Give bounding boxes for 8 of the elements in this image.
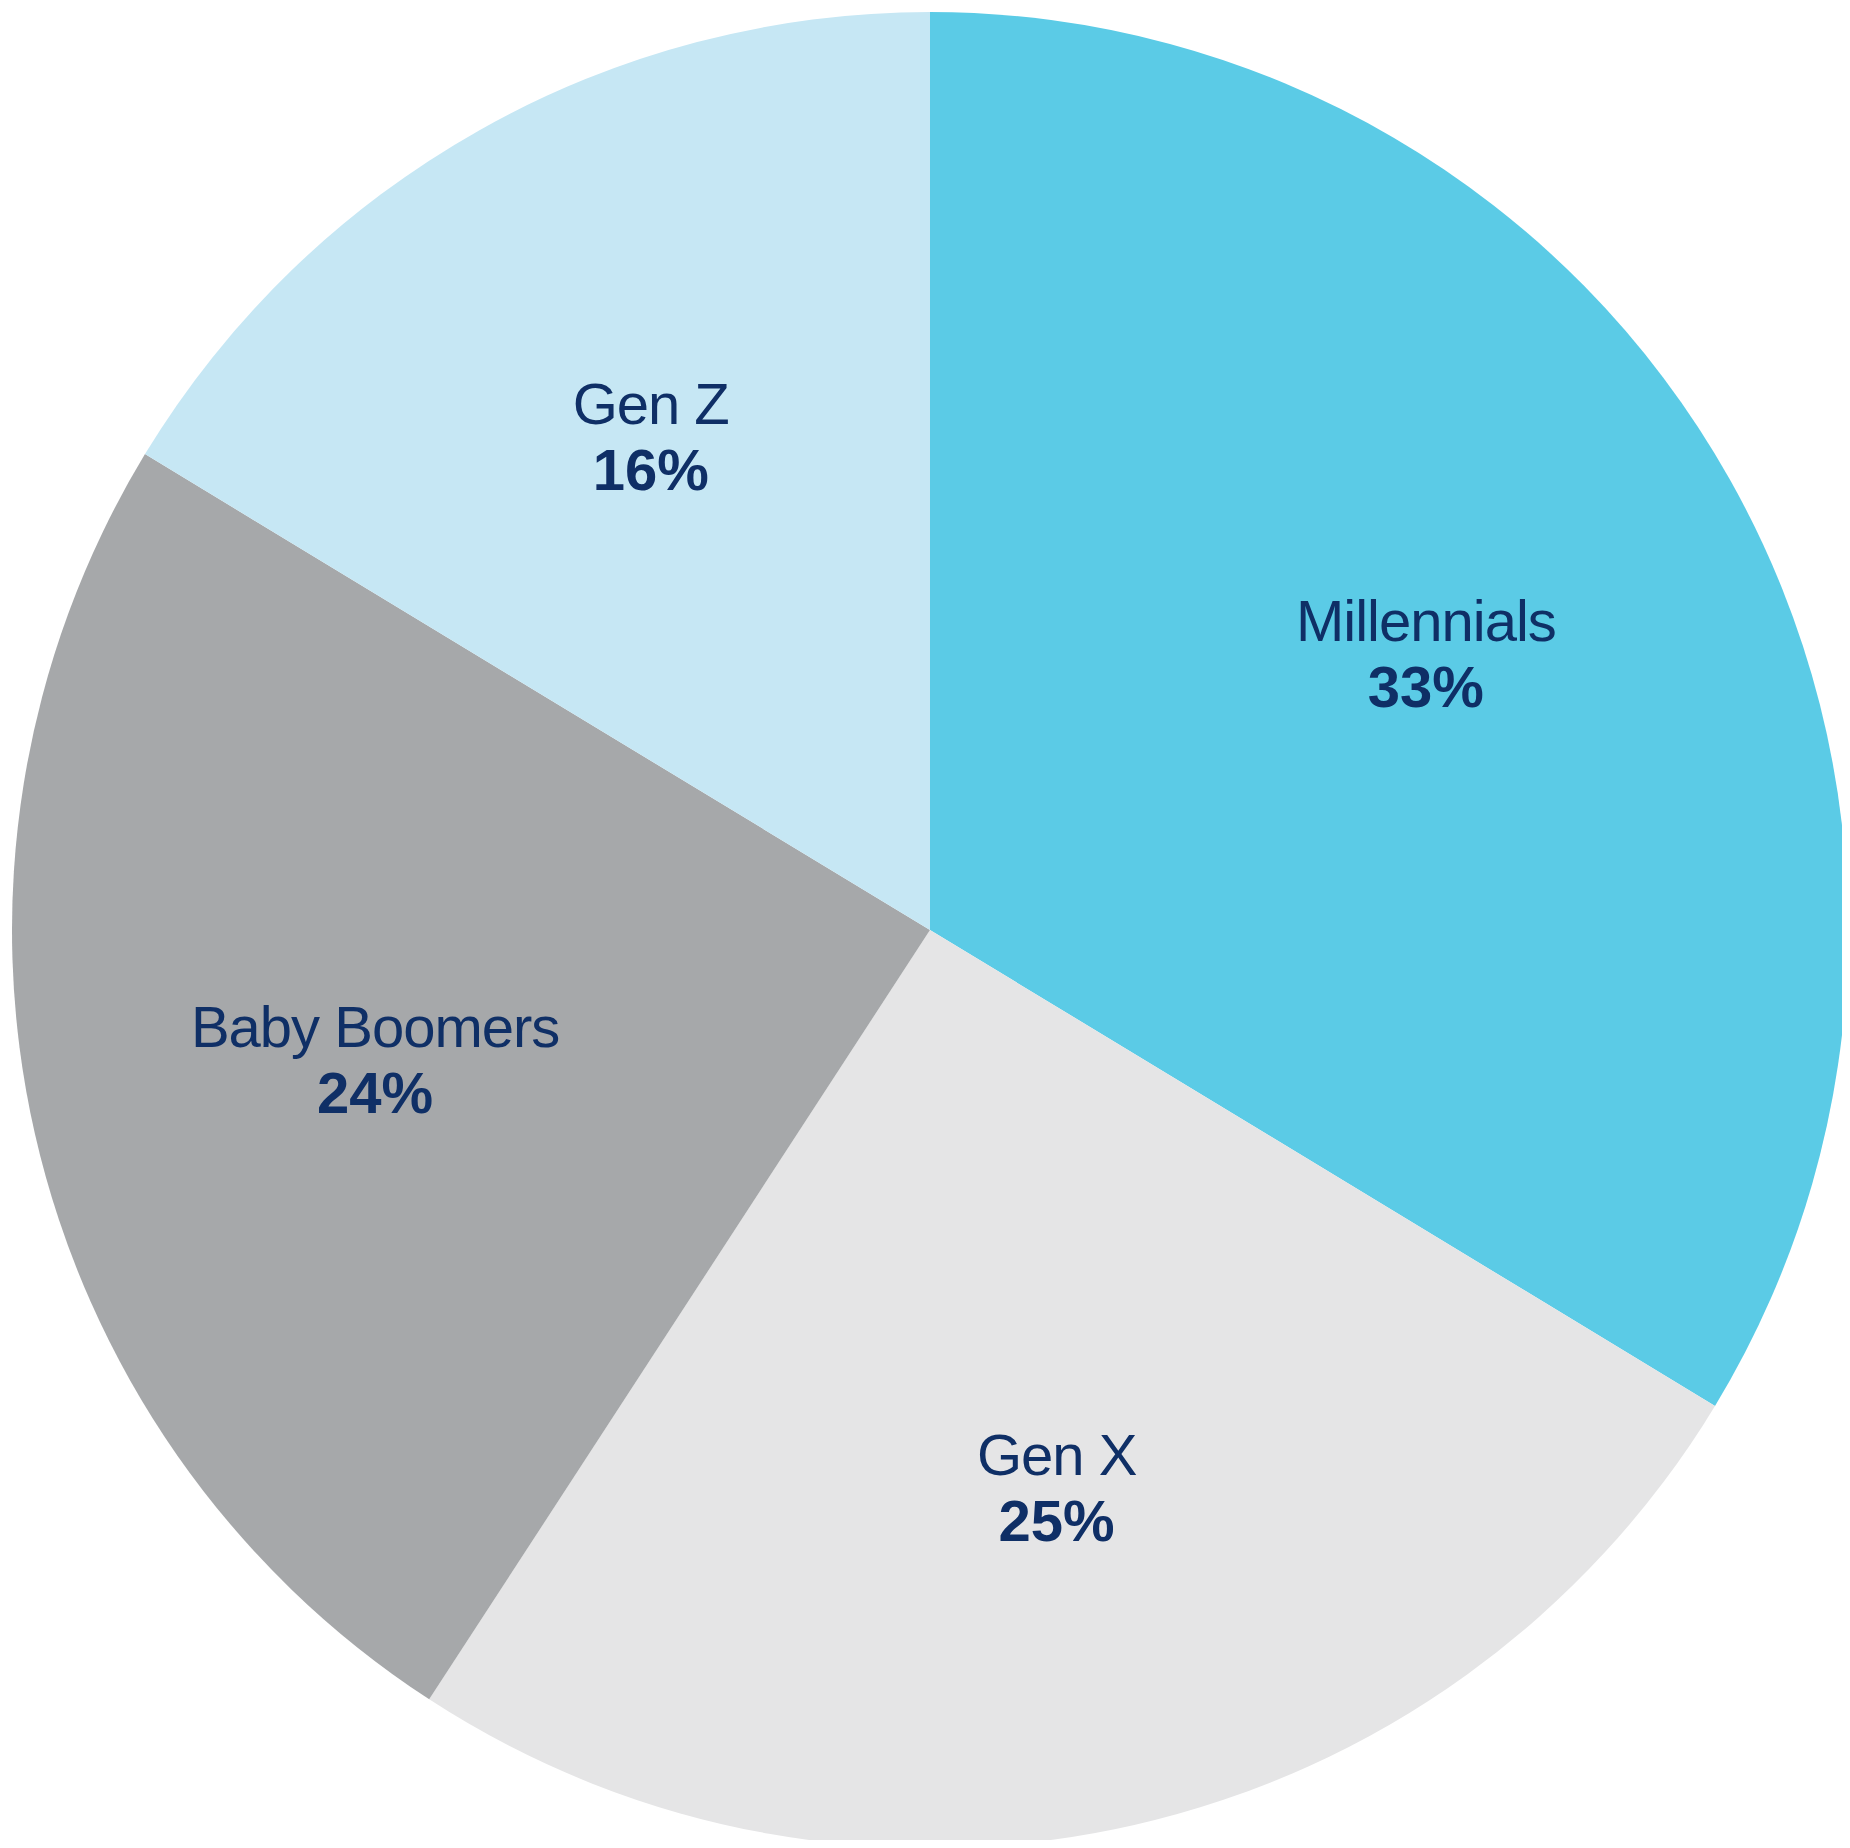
data-label: 24% xyxy=(317,1059,434,1125)
data-label: 25% xyxy=(998,1487,1115,1553)
data-label: 16% xyxy=(592,437,709,503)
slice-label: Millennials xyxy=(1296,587,1556,653)
slice-label: Gen X xyxy=(976,1421,1137,1487)
slice-label: Baby Boomers xyxy=(190,993,560,1059)
slice-label: Gen Z xyxy=(572,371,729,437)
data-label: 33% xyxy=(1367,653,1484,719)
